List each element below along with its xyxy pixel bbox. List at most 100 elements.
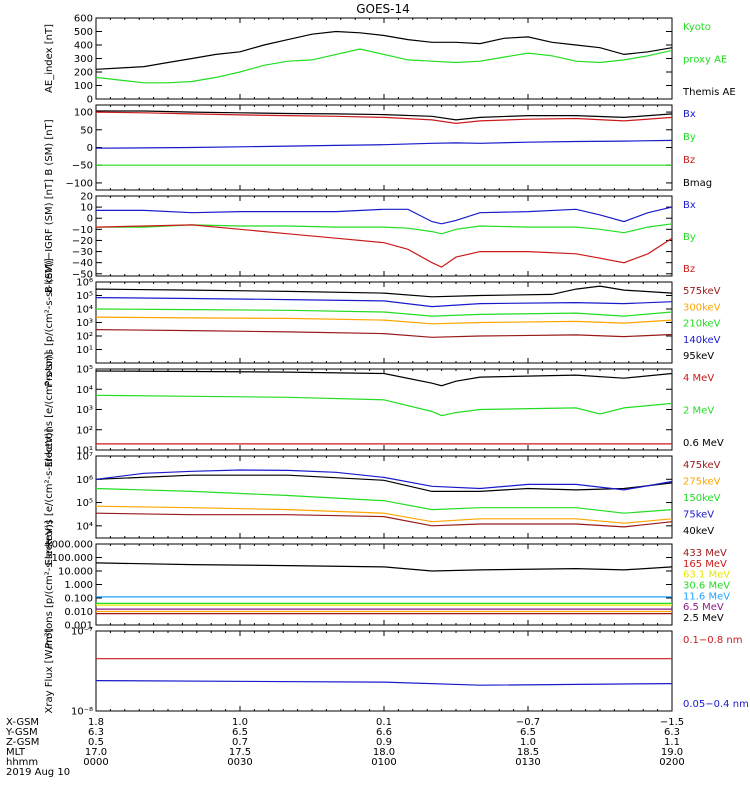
series-line xyxy=(95,679,673,686)
y-tick-label: 100 xyxy=(74,81,93,92)
legend-label: 210keV xyxy=(683,319,721,330)
legend-label: 63.1 MeV xyxy=(683,570,730,581)
legend-label: Bmag xyxy=(683,178,712,189)
legend-label: 0.6 MeV xyxy=(683,438,724,449)
ephemeris-value: 0130 xyxy=(515,757,540,768)
y-tick-label: 10⁷ xyxy=(76,452,93,463)
y-tick-label: −30 xyxy=(72,247,93,258)
ephemeris-value: 0.9 xyxy=(376,737,392,748)
ephemeris-value: 19.0 xyxy=(661,747,683,758)
y-tick-label: 10⁴ xyxy=(76,521,93,532)
y-tick-label: 10¹ xyxy=(76,446,93,457)
ephemeris-value: 0.5 xyxy=(88,737,104,748)
ephemeris-value: 0100 xyxy=(371,757,396,768)
ephemeris-row-label: Z-GSM xyxy=(6,737,39,748)
y-tick-label: 10⁶ xyxy=(76,475,93,486)
panel-electrons_kev: 10⁷ 10⁶ 10⁵ 10⁴ Electrons [e/(cm²-s-sr-keV)]… xyxy=(44,428,721,565)
ephemeris-value: 0.7 xyxy=(232,737,248,748)
legend-label: By xyxy=(683,232,696,243)
legend-label: 75keV xyxy=(683,510,714,521)
y-axis-label: Xray Flux [W/m²] xyxy=(44,628,55,713)
y-tick-label: 10² xyxy=(76,332,93,343)
y-tick-label: 600 xyxy=(74,14,93,25)
legend-label: 150keV xyxy=(683,493,721,504)
series-line xyxy=(96,223,673,235)
ephemeris-value: 6.3 xyxy=(664,727,680,738)
series-line xyxy=(95,48,673,84)
legend-label: proxy AE xyxy=(683,55,727,66)
series-line xyxy=(95,512,673,528)
legend-label: 30.6 MeV xyxy=(683,581,730,592)
legend-label: 0.05−0.4 nm xyxy=(683,699,749,710)
y-tick-label: −10 xyxy=(72,225,93,236)
series-line xyxy=(95,316,673,325)
legend-label: By xyxy=(683,132,696,143)
y-tick-label: 10¹ xyxy=(76,345,93,356)
ephemeris-value: 0200 xyxy=(659,757,684,768)
series-line xyxy=(95,308,673,317)
series-line xyxy=(95,394,673,417)
y-tick-label: −100 xyxy=(66,178,93,189)
series-line xyxy=(95,505,673,524)
plot-frame xyxy=(95,455,673,539)
series-line xyxy=(95,562,673,572)
ephemeris-value: 18.5 xyxy=(517,747,539,758)
panel-xray: 10⁻⁷ 10⁻⁸ Xray Flux [W/m²] 0.1−0.8 nm 0.05−0… xyxy=(44,627,749,718)
ephemeris-value: 1.8 xyxy=(88,717,104,728)
legend-label: 475keV xyxy=(683,460,721,471)
y-tick-label: 0.001 xyxy=(64,621,93,632)
plot-frame xyxy=(95,17,673,100)
ephemeris-value: 0.1 xyxy=(376,717,392,728)
y-tick-label: 100.000 xyxy=(52,553,93,564)
y-tick-label: 1.000 xyxy=(64,580,93,591)
y-tick-label: 300 xyxy=(74,54,93,65)
ephemeris-value: 1.1 xyxy=(664,737,680,748)
y-tick-label: 0.010 xyxy=(64,607,93,618)
y-tick-label: 0 xyxy=(87,95,93,106)
series-line xyxy=(96,110,673,121)
y-tick-label: 10⁵ xyxy=(76,365,93,376)
legend-label: 0.1−0.8 nm xyxy=(683,635,742,646)
y-tick-label: 1000.000 xyxy=(45,540,93,551)
series-line xyxy=(95,30,673,70)
ephemeris-row-label: hhmm xyxy=(6,757,38,768)
y-tick-label: 10.000 xyxy=(58,567,93,578)
legend-label: 95keV xyxy=(683,351,714,362)
y-tick-label: 10⁻⁸ xyxy=(71,707,93,718)
legend-label: Themis AE xyxy=(682,87,736,98)
plot-frame xyxy=(95,368,673,451)
y-tick-label: 20 xyxy=(80,192,93,203)
y-tick-label: 10⁵ xyxy=(76,498,93,509)
y-tick-label: 10³ xyxy=(76,318,93,329)
plot-frame xyxy=(95,281,673,364)
ephemeris-value: 18.0 xyxy=(373,747,395,758)
date-label: 2019 Aug 10 xyxy=(6,767,70,778)
y-tick-label: 10⁶ xyxy=(76,278,93,289)
y-tick-label: 0 xyxy=(87,143,93,154)
legend-label: Bx xyxy=(683,109,696,120)
ephemeris-value: 17.5 xyxy=(229,747,251,758)
figure-title: GOES-14 xyxy=(356,2,410,16)
y-tick-label: 200 xyxy=(74,68,93,79)
y-axis-label: Protons [p/(cm²-s-sr-keV)] xyxy=(44,520,55,648)
ephemeris-value: −1.5 xyxy=(660,717,684,728)
y-axis-label: Electrons [e/(cm²-s-sr)] xyxy=(44,352,55,468)
legend-label: 6.5 MeV xyxy=(683,602,724,613)
legend-label: Bz xyxy=(683,264,695,275)
y-axis-label: B (SM) [nT] xyxy=(44,119,55,175)
y-tick-label: 10² xyxy=(76,425,93,436)
y-tick-label: −40 xyxy=(72,258,93,269)
series-line xyxy=(95,469,673,491)
plot-frame xyxy=(95,543,673,626)
ephemeris-value: 17.0 xyxy=(85,747,107,758)
y-axis-label: AE_index [nT] xyxy=(44,24,55,93)
series-line xyxy=(96,206,673,225)
legend-label: Bz xyxy=(683,155,695,166)
y-tick-label: 400 xyxy=(74,41,93,52)
ephemeris-row-label: X-GSM xyxy=(6,717,39,728)
panel-ae: 600 500 400 300 200 100 0 AE_index [nT] Kyoto pro… xyxy=(44,14,736,106)
ephemeris-value: 6.5 xyxy=(232,727,248,738)
y-tick-label: 50 xyxy=(80,125,93,136)
ephemeris-value: 0030 xyxy=(227,757,252,768)
